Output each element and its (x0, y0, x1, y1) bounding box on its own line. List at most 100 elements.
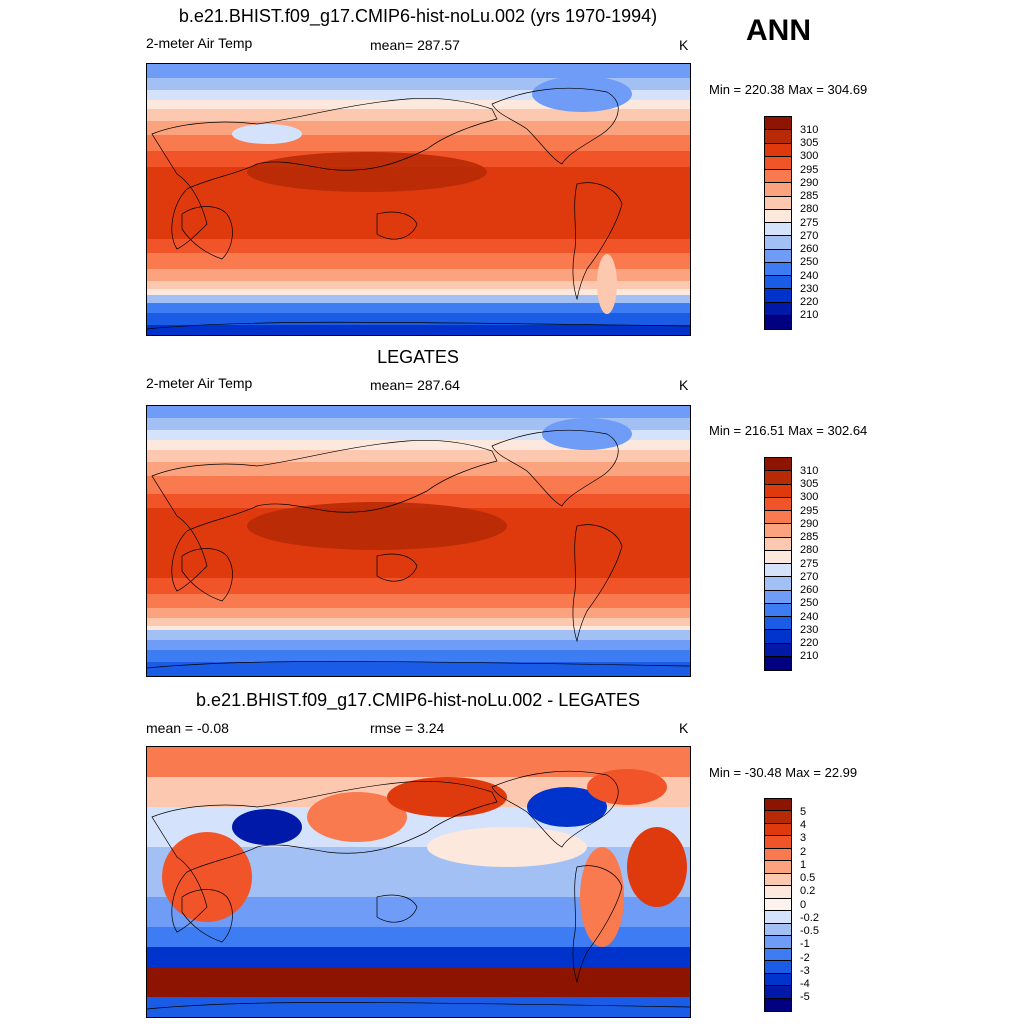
colorbar-swatch (765, 117, 791, 131)
panel1-colorbar-tick: 305 (800, 137, 819, 150)
panel1-map-field (147, 64, 690, 335)
panel3-colorbar-tick: 4 (800, 819, 807, 832)
colorbar-swatch (765, 811, 791, 824)
colorbar-swatch (765, 898, 791, 912)
panel1-colorbar-tick: 295 (800, 163, 819, 176)
colorbar-swatch (765, 484, 791, 498)
panel2-colorbar-tick: 220 (800, 637, 819, 650)
colorbar-swatch (765, 603, 791, 617)
panel2-colorbar-tick: 210 (800, 650, 819, 663)
colorbar-swatch (765, 973, 791, 987)
panel2-colorbar-tick: 230 (800, 623, 819, 636)
panel1-colorbar-tick: 270 (800, 229, 819, 242)
panel1-colorbar-tick: 300 (800, 150, 819, 163)
panel3-minmax: Min = -30.48 Max = 22.99 (709, 765, 858, 780)
colorbar-swatch (765, 873, 791, 887)
panel1-colorbar-tick: 290 (800, 176, 819, 189)
panel3-colorbar-tick: -4 (800, 978, 810, 991)
panel2-colorbar-tick: 285 (800, 531, 819, 544)
panel2-colorbar-tick: 290 (800, 517, 819, 530)
colorbar-swatch (765, 799, 791, 812)
panel1-mean-label: mean= 287.57 (370, 37, 460, 53)
colorbar-swatch (765, 209, 791, 223)
panel2-colorbar-tick: 280 (800, 544, 819, 557)
panel3-mean-label: mean = -0.08 (146, 720, 229, 736)
colorbar-swatch (765, 458, 791, 472)
panel1-colorbar-tick: 240 (800, 269, 819, 282)
colorbar-swatch (765, 923, 791, 937)
colorbar-swatch (765, 471, 791, 485)
panel2-variable-label: 2-meter Air Temp (146, 375, 253, 391)
colorbar-swatch (765, 302, 791, 316)
panel1-minmax: Min = 220.38 Max = 304.69 (709, 82, 868, 97)
panel1-colorbar-tick: 260 (800, 243, 819, 256)
colorbar-swatch (765, 656, 791, 670)
colorbar-swatch (765, 170, 791, 184)
panel3-colorbar-tick: 0 (800, 898, 807, 911)
panel3-colorbar-tick: 0.5 (800, 872, 816, 885)
panel3-colorbar-swatches (765, 799, 791, 1011)
colorbar-swatch (765, 289, 791, 303)
panel1-map (146, 63, 691, 336)
panel3-colorbar-tick: 5 (800, 805, 807, 818)
panel3-map-field (147, 747, 690, 1017)
panel3-colorbar-tick: -5 (800, 991, 810, 1004)
panel3-colorbar-tick: 2 (800, 845, 807, 858)
panel3-title: b.e21.BHIST.f09_g17.CMIP6-hist-noLu.002 … (196, 690, 640, 710)
panel1-colorbar-tick: 230 (800, 282, 819, 295)
colorbar-swatch (765, 315, 791, 329)
panel2-colorbar-tick: 240 (800, 610, 819, 623)
colorbar-swatch (765, 986, 791, 999)
panel2-title: LEGATES (377, 347, 459, 367)
panel2-colorbar-tick: 270 (800, 570, 819, 583)
panel2-minmax: Min = 216.51 Max = 302.64 (709, 423, 868, 438)
colorbar-swatch (765, 262, 791, 276)
panel3-colorbar-tick: -3 (800, 964, 810, 977)
panel1-colorbar-tick: 210 (800, 309, 819, 322)
colorbar-swatch (765, 823, 791, 837)
colorbar-swatch (765, 948, 791, 962)
colorbar-swatch (765, 550, 791, 564)
panel1-colorbar-tick: 280 (800, 203, 819, 216)
colorbar-swatch (765, 590, 791, 604)
panel2-colorbar-tick: 295 (800, 504, 819, 517)
panel2-colorbar-tick: 275 (800, 557, 819, 570)
panel1-colorbar-tick: 275 (800, 216, 819, 229)
panel3-colorbar-tick: -1 (800, 938, 810, 951)
panel1-units-label: K (679, 37, 689, 53)
panel1-colorbar-swatches (765, 117, 791, 329)
colorbar-swatch (765, 643, 791, 657)
panel2-colorbar-tick: 250 (800, 597, 819, 610)
colorbar-swatch (765, 497, 791, 511)
panel2-mean-label: mean= 287.64 (370, 377, 460, 393)
panel3-units-label: K (679, 720, 689, 736)
colorbar-swatch (765, 143, 791, 157)
panel2-units-label: K (679, 377, 689, 393)
panel1-colorbar-tick: 250 (800, 256, 819, 269)
panel3-colorbar-tick: 3 (800, 832, 807, 845)
colorbar-swatch (765, 998, 791, 1011)
colorbar-swatch (765, 886, 791, 899)
panel1-colorbar-tick: 310 (800, 123, 819, 136)
panel3-colorbar-tick: 0.2 (800, 885, 816, 898)
colorbar-swatch (765, 630, 791, 644)
panel1-colorbar-tick: 285 (800, 190, 819, 203)
colorbar-swatch (765, 961, 791, 974)
season-label: ANN (746, 14, 811, 47)
panel1-colorbar (764, 116, 792, 330)
colorbar-swatch (765, 936, 791, 949)
panel3-colorbar-tick: -0.5 (800, 925, 819, 938)
colorbar-swatch (765, 223, 791, 237)
panel2-colorbar-tick: 305 (800, 478, 819, 491)
colorbar-swatch (765, 577, 791, 591)
panel3-rmse-label: rmse = 3.24 (370, 720, 445, 736)
colorbar-swatch (765, 183, 791, 197)
colorbar-swatch (765, 848, 791, 862)
colorbar-swatch (765, 511, 791, 525)
panel3-map (146, 746, 691, 1018)
colorbar-swatch (765, 537, 791, 551)
panel1-colorbar-tick: 220 (800, 296, 819, 309)
colorbar-swatch (765, 236, 791, 250)
panel3-colorbar-tick: 1 (800, 858, 807, 871)
panel3-colorbar-tick: -2 (800, 951, 810, 964)
